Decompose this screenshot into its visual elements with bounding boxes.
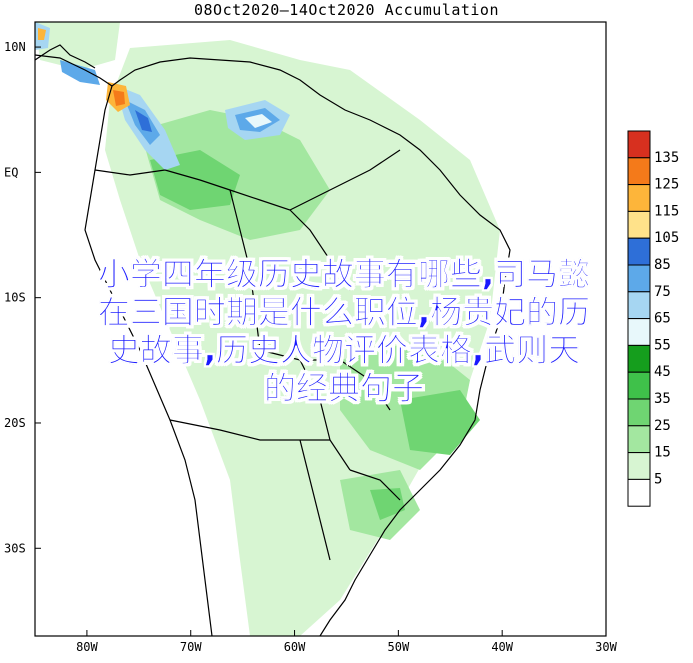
legend-label: 35 xyxy=(654,391,671,407)
precip-legend: 135 125 115 105 85 75 65 55 45 35 25 15 5 xyxy=(627,130,679,507)
lat-label: EQ xyxy=(4,165,18,179)
overlay-text: 小学四年级历史故事有哪些,司马懿 在三国时期是什么职位,杨贵妃的历 史故事,历史… xyxy=(14,255,674,408)
legend-swatch xyxy=(627,184,651,212)
legend-label: 105 xyxy=(654,230,679,246)
plot-border xyxy=(34,21,607,637)
overlay-line: 史故事,历史人物评价表格,武则天 xyxy=(107,331,581,370)
legend-label: 55 xyxy=(654,337,671,353)
legend-label: 75 xyxy=(654,284,671,300)
lat-label: 10S xyxy=(4,291,26,305)
legend-label: 15 xyxy=(654,445,671,461)
legend-label: 135 xyxy=(654,150,679,166)
legend-swatch xyxy=(627,452,651,480)
lon-label: 30W xyxy=(595,640,617,654)
legend-label: 5 xyxy=(654,471,662,487)
overlay-line: 在三国时期是什么职位,杨贵妃的历 xyxy=(97,293,591,332)
lon-label: 60W xyxy=(284,640,306,654)
overlay-line: 的经典句子 xyxy=(263,369,425,408)
legend-swatch xyxy=(627,478,651,507)
lon-label: 70W xyxy=(180,640,202,654)
legend-swatch xyxy=(627,210,651,239)
lon-label: 40W xyxy=(491,640,513,654)
lon-label: 50W xyxy=(388,640,410,654)
legend-label: 65 xyxy=(654,311,671,327)
legend-label: 25 xyxy=(654,418,671,434)
legend-label: 125 xyxy=(654,177,679,193)
lat-label: 30S xyxy=(4,541,26,555)
precip-shading xyxy=(35,22,500,636)
map-title: 08Oct2020—14Oct2020 Accumulation xyxy=(194,1,499,19)
legend-swatch xyxy=(627,425,651,454)
legend-label: 115 xyxy=(654,203,679,219)
legend-label: 45 xyxy=(654,364,671,380)
map-axes: 10N EQ 10S 20S 30S 80W 70W 60W 50W 40W 30W xyxy=(4,40,618,654)
legend-swatch xyxy=(627,130,651,159)
lat-label: 20S xyxy=(4,416,26,430)
lon-label: 80W xyxy=(76,640,98,654)
legend-label: 85 xyxy=(654,257,671,273)
legend-swatch xyxy=(627,157,651,186)
lat-label: 10N xyxy=(4,40,26,54)
overlay-line: 小学四年级历史故事有哪些,司马懿 xyxy=(97,255,591,294)
coastlines xyxy=(35,44,511,636)
